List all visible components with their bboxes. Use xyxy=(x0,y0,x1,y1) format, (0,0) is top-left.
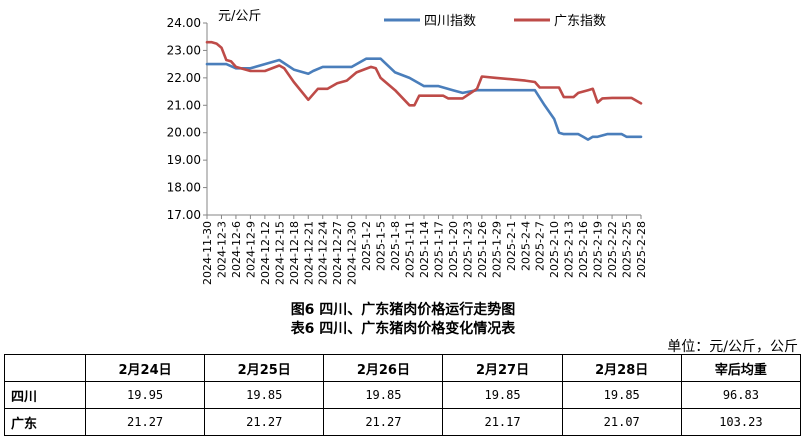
table-cell: 19.85 xyxy=(442,381,563,409)
x-tick-label: 2025-2-1 xyxy=(505,221,518,271)
x-tick-label: 2025-2-13 xyxy=(563,221,576,278)
x-tick-label: 2025-1-29 xyxy=(490,221,503,278)
table-row-sichuan: 四川 19.95 19.85 19.85 19.85 19.85 96.83 xyxy=(4,381,802,409)
chart-axes: 17.00 18.00 19.00 20.00 21.00 22.00 23.00 24.00… xyxy=(167,16,648,285)
table-header-cell: 2月27日 xyxy=(442,354,563,382)
x-tick-label: 2025-2-10 xyxy=(548,221,561,278)
x-tick-label: 2024-11-30 xyxy=(201,221,214,285)
x-tick-label: 2024-12-6 xyxy=(230,221,243,278)
x-tick-label: 2025-2-7 xyxy=(534,221,547,271)
x-tick-label: 2025-1-20 xyxy=(447,221,460,278)
table-header-cell xyxy=(4,354,86,382)
y-tick-label: 17.00 xyxy=(167,208,201,222)
table-cell: 21.07 xyxy=(561,408,682,436)
price-line-chart: 17.00 18.00 19.00 20.00 21.00 22.00 23.00 24.00… xyxy=(167,9,648,285)
y-tick-label: 23.00 xyxy=(167,43,201,57)
y-tick-label: 24.00 xyxy=(167,16,201,30)
table-header-cell: 宰后均重 xyxy=(680,354,802,382)
table-cell: 21.27 xyxy=(323,408,444,436)
x-tick-label: 2025-1-2 xyxy=(360,221,373,271)
row-label: 广东 xyxy=(4,408,86,436)
y-tick-label: 20.00 xyxy=(167,126,201,140)
x-tick-label: 2025-2-28 xyxy=(635,221,648,278)
series-line-guangdong xyxy=(205,40,643,107)
chart-series xyxy=(205,40,643,141)
table-cell: 21.27 xyxy=(84,408,206,436)
y-tick-label: 19.00 xyxy=(167,153,201,167)
x-tick-label: 2024-12-15 xyxy=(273,221,286,285)
table-cell: 19.85 xyxy=(204,381,325,409)
x-tick-label: 2025-1-14 xyxy=(418,221,431,278)
x-tick-label: 2025-1-17 xyxy=(432,221,445,278)
legend-label: 四川指数 xyxy=(424,14,476,29)
y-tick-label: 22.00 xyxy=(167,71,201,85)
x-tick-label: 2025-1-11 xyxy=(404,221,417,278)
table-cell: 21.27 xyxy=(204,408,325,436)
table-cell: 19.85 xyxy=(323,381,444,409)
x-tick-label: 2025-1-8 xyxy=(389,221,402,271)
table-cell: 21.17 xyxy=(442,408,563,436)
table-cell: 96.83 xyxy=(680,381,802,409)
figure-caption: 图6 四川、广东猪肉价格运行走势图 xyxy=(290,302,516,318)
price-table: 2月24日 2月25日 2月26日 2月27日 2月28日 宰后均重 四川 19… xyxy=(4,354,802,436)
y-unit-label: 元/公斤 xyxy=(218,9,261,24)
x-tick-label: 2025-1-23 xyxy=(461,221,474,278)
x-tick-label: 2024-12-3 xyxy=(215,221,228,278)
x-tick-label: 2024-12-18 xyxy=(288,221,301,285)
x-tick-label: 2025-2-16 xyxy=(577,221,590,278)
x-tick-label: 2025-1-5 xyxy=(375,221,388,271)
x-tick-label: 2024-12-21 xyxy=(302,221,315,285)
x-tick-label: 2025-2-19 xyxy=(592,221,605,278)
x-tick-label: 2025-2-4 xyxy=(519,221,532,271)
table-cell: 103.23 xyxy=(680,408,802,436)
table-caption: 表6 四川、广东猪肉价格变化情况表 xyxy=(290,321,516,337)
table-unit-label: 单位：元/公斤，公斤 xyxy=(667,339,798,355)
x-tick-label: 2024-12-24 xyxy=(317,221,330,285)
x-tick-label: 2025-2-22 xyxy=(606,221,619,278)
y-tick-label: 18.00 xyxy=(167,181,201,195)
table-header-cell: 2月25日 xyxy=(204,354,325,382)
table-header-row: 2月24日 2月25日 2月26日 2月27日 2月28日 宰后均重 xyxy=(4,354,802,382)
x-tick-label: 2025-1-26 xyxy=(476,221,489,278)
x-tick-label: 2025-2-25 xyxy=(621,221,634,278)
table-header-cell: 2月28日 xyxy=(561,354,682,382)
x-tick-label: 2024-12-12 xyxy=(259,221,272,285)
legend-label: 广东指数 xyxy=(554,14,606,29)
x-tick-label: 2024-12-30 xyxy=(346,221,359,285)
table-header-cell: 2月24日 xyxy=(84,354,206,382)
table-cell: 19.85 xyxy=(561,381,682,409)
chart-legend: 四川指数 广东指数 xyxy=(384,14,606,29)
x-tick-label: 2024-12-9 xyxy=(244,221,257,278)
table-cell: 19.95 xyxy=(84,381,206,409)
table-header-cell: 2月26日 xyxy=(323,354,444,382)
table-row-guangdong: 广东 21.27 21.27 21.27 21.17 21.07 103.23 xyxy=(4,408,802,436)
x-tick-label: 2024-12-27 xyxy=(331,221,344,285)
y-tick-label: 21.00 xyxy=(167,98,201,112)
row-label: 四川 xyxy=(4,381,86,409)
series-line-sichuan xyxy=(205,57,643,141)
